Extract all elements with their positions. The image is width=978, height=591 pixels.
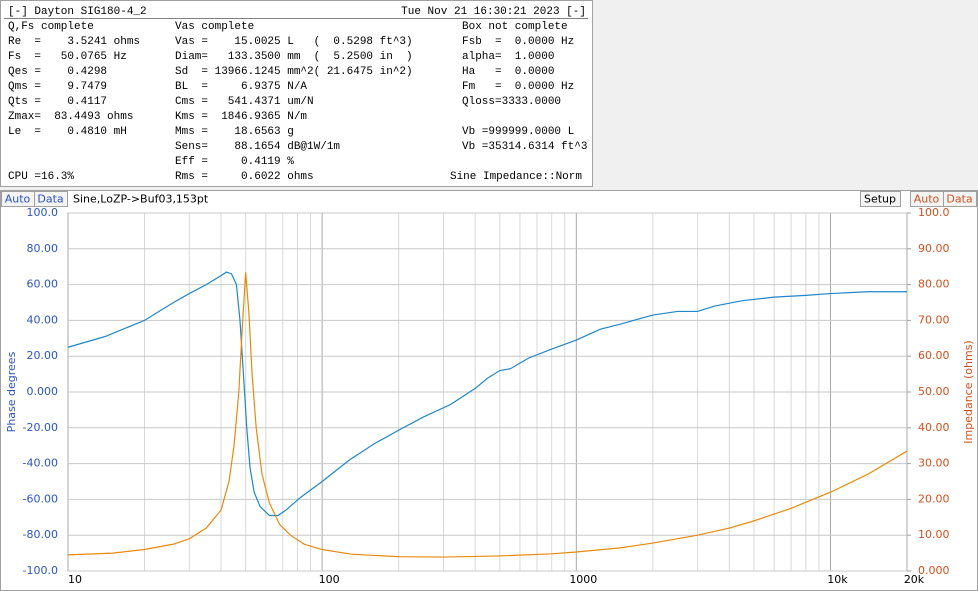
y-tick-label: 40.00	[27, 313, 59, 326]
column-header: Box not complete	[462, 21, 568, 33]
column-header: Q,Fs complete	[8, 21, 94, 33]
parameter-line: Re = 3.5241 ohms	[8, 36, 140, 48]
column-header: Vas complete	[175, 21, 254, 33]
parameter-line: BL = 6.9375 N/A	[175, 81, 307, 93]
y2-tick-label: 30.00	[918, 457, 950, 470]
parameter-line: Sd = 13966.1245 mm^2( 21.6475 in^2)	[175, 66, 413, 78]
y-tick-label: 80.00	[27, 242, 59, 255]
y-tick-label: 60.00	[27, 278, 59, 291]
y-tick-label: -40.00	[23, 457, 58, 470]
parameter-line: Ha = 0.0000	[462, 66, 554, 78]
x-tick-label: 20k	[904, 573, 925, 586]
parameter-line: Eff = 0.4119 %	[175, 156, 294, 168]
x-tick-label: 10k	[827, 573, 848, 586]
y2-tick-label: 100.0	[918, 206, 950, 219]
data-button-frame[interactable]	[943, 191, 977, 207]
auto-button[interactable]: Auto	[914, 193, 940, 206]
parameter-line: Rms = 0.6022 ohms	[175, 171, 314, 183]
parameter-line: Vas = 15.0025 L ( 0.5298 ft^3)	[175, 36, 413, 48]
y-tick-label: -100.0	[23, 564, 58, 577]
parameter-line: Mms = 18.6563 g	[175, 126, 294, 138]
box-volume-line: Vb =999999.0000 L	[462, 126, 574, 138]
parameter-line: Fs = 50.0765 Hz	[8, 51, 127, 63]
auto-button[interactable]: Auto	[5, 193, 31, 206]
setup-button[interactable]: Setup	[864, 193, 896, 206]
y2-tick-label: 80.00	[918, 278, 950, 291]
parameter-line: Zmax= 83.4493 ohms	[8, 111, 133, 123]
parameter-line: Diam= 133.3500 mm ( 5.2500 in )	[175, 51, 413, 63]
y-axis-title: Phase degrees	[5, 351, 18, 432]
x-tick-label: 100	[319, 573, 340, 586]
data-button-frame[interactable]	[34, 191, 68, 207]
y2-tick-label: 60.00	[918, 349, 950, 362]
measurement-mode: Sine Impedance::Norm	[450, 171, 582, 183]
parameter-line: Fsb = 0.0000 Hz	[462, 36, 574, 48]
box-volume-line: Vb =35314.6314 ft^3	[462, 141, 587, 153]
y-tick-label: 0.000	[27, 385, 59, 398]
parameter-panel	[0, 0, 593, 187]
data-button[interactable]: Data	[946, 193, 972, 206]
y2-tick-label: 90.00	[918, 242, 950, 255]
y-tick-label: -60.00	[23, 492, 58, 505]
y2-tick-label: 20.00	[918, 492, 950, 505]
y2-tick-label: 40.00	[918, 421, 950, 434]
cpu-usage: CPU =16.3%	[8, 171, 74, 183]
parameter-line: Qloss=3333.0000	[462, 96, 561, 108]
y2-tick-label: 10.00	[918, 528, 950, 541]
y-tick-label: -20.00	[23, 421, 58, 434]
parameter-line: Fm = 0.0000 Hz	[462, 81, 574, 93]
y2-tick-label: 0.000	[918, 564, 950, 577]
y-tick-label: 20.00	[27, 349, 59, 362]
parameter-line: Cms = 541.4371 um/N	[175, 96, 314, 108]
curve	[67, 271, 907, 517]
y2-tick-label: 70.00	[918, 313, 950, 326]
panel-title: [-] Dayton SIG180-4_2	[8, 6, 147, 18]
parameter-line: Kms = 1846.9365 N/m	[175, 111, 307, 123]
y2-axis-title: Impedance (ohms)	[962, 340, 975, 443]
parameter-line: Qts = 0.4117	[8, 96, 107, 108]
parameter-line: Le = 0.4810 mH	[8, 126, 127, 138]
data-button[interactable]: Data	[37, 193, 63, 206]
x-tick-label: 1000	[569, 573, 597, 586]
y2-tick-label: 50.00	[918, 385, 950, 398]
y-tick-label: 100.0	[27, 206, 59, 219]
curve	[67, 272, 908, 558]
parameter-line: Sens= 88.1654 dB@1W/1m	[175, 141, 340, 153]
trace-info: Sine,LoZP->Buf03,153pt	[73, 193, 209, 206]
parameter-line: Qes = 0.4298	[8, 66, 107, 78]
panel-timestamp: Tue Nov 21 16:30:21 2023 [-]	[401, 6, 586, 18]
x-tick-label: 10	[68, 573, 82, 586]
setup-button-frame[interactable]	[860, 191, 901, 207]
parameter-line: Qms = 9.7479	[8, 81, 107, 93]
y-tick-label: -80.00	[23, 528, 58, 541]
parameter-line: alpha= 1.0000	[462, 51, 554, 63]
